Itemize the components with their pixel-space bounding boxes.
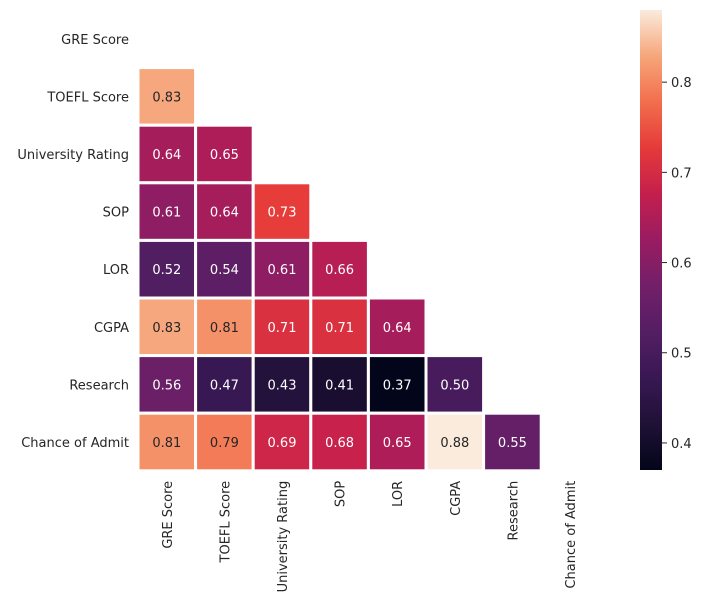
y-axis-labels: GRE Score TOEFL Score University Rating SOP… [17, 33, 129, 451]
colorbar: 0.4 0.5 0.6 0.7 0.8 [640, 10, 692, 470]
heatmap-cell-chance-of-admit-toefl-score [194, 411, 255, 473]
x-tick-label-gre-score: GRE Score [161, 481, 176, 549]
heatmap-cell-research-toefl-score [194, 354, 255, 415]
x-axis-labels: GRE Score TOEFL Score University Rating SOP… [161, 481, 579, 593]
heatmap-cell-sop-university-rating [251, 181, 313, 242]
cell-value-label: 0.83 [152, 90, 181, 105]
cell-value-label: 0.43 [268, 378, 297, 393]
cell-value-label: 0.52 [152, 263, 181, 278]
cell-value-label: 0.66 [325, 263, 354, 278]
y-tick-label-research: Research [69, 378, 129, 393]
y-tick-label-cgpa: CGPA [94, 321, 129, 336]
heatmap-cell-chance-of-admit-cgpa [424, 411, 486, 473]
cell-value-label: 0.55 [498, 436, 527, 451]
colorbar-tick-label: 0.5 [671, 347, 692, 362]
heatmap-cell-research-lor [366, 354, 428, 415]
heatmap-cell-research-gre-score [136, 354, 198, 415]
cell-value-label: 0.41 [325, 378, 354, 393]
cell-value-label: 0.69 [268, 436, 297, 451]
cell-value-label: 0.88 [440, 436, 469, 451]
x-tick-label-university-rating: University Rating [276, 481, 291, 593]
y-tick-label-lor: LOR [103, 263, 129, 278]
heatmap-cell-chance-of-admit-sop [309, 411, 370, 473]
cell-value-label: 0.50 [440, 378, 469, 393]
cell-value-label: 0.81 [210, 321, 239, 336]
y-tick-label-university-rating: University Rating [17, 148, 129, 163]
x-tick-label-cgpa: CGPA [449, 481, 464, 516]
heatmap-cell-lor-toefl-score [194, 238, 255, 300]
cell-value-label: 0.56 [152, 378, 181, 393]
y-tick-label-gre-score: GRE Score [61, 33, 129, 48]
y-tick-label-sop: SOP [103, 206, 129, 221]
x-tick-label-research: Research [506, 481, 521, 541]
cell-value-label: 0.81 [152, 436, 181, 451]
x-tick-label-toefl-score: TOEFL Score [218, 481, 233, 564]
x-tick-label-sop: SOP [334, 481, 349, 507]
cell-value-label: 0.47 [210, 378, 239, 393]
x-tick-label-lor: LOR [391, 481, 406, 507]
heatmap-cells: 0.83 0.64 0.65 0.61 0.64 0.73 0.52 0.54 0.61 0.66… [136, 66, 543, 473]
cell-value-label: 0.73 [268, 206, 297, 221]
cell-value-label: 0.79 [210, 436, 239, 451]
heatmap-cell-research-sop [309, 354, 370, 415]
cell-value-label: 0.54 [210, 263, 239, 278]
colorbar-tick-label: 0.4 [671, 437, 692, 452]
cell-value-label: 0.71 [325, 321, 354, 336]
cell-value-label: 0.65 [383, 436, 412, 451]
colorbar-tick-label: 0.6 [671, 257, 692, 272]
y-tick-label-toefl-score: TOEFL Score [46, 90, 129, 105]
colorbar-gradient [640, 10, 662, 470]
heatmap-cell-chance-of-admit-research [482, 411, 543, 473]
colorbar-tick-label: 0.7 [671, 166, 692, 181]
cell-value-label: 0.64 [152, 148, 181, 163]
cell-value-label: 0.61 [268, 263, 297, 278]
cell-value-label: 0.71 [268, 321, 297, 336]
cell-value-label: 0.64 [210, 206, 239, 221]
cell-value-label: 0.64 [383, 321, 412, 336]
heatmap-cell-lor-sop [309, 238, 370, 300]
cell-value-label: 0.83 [152, 321, 181, 336]
cell-value-label: 0.37 [383, 378, 412, 393]
cell-value-label: 0.68 [325, 436, 354, 451]
y-tick-label-chance-of-admit: Chance of Admit [21, 436, 129, 451]
cell-value-label: 0.61 [152, 206, 181, 221]
colorbar-tick-label: 0.8 [671, 76, 692, 91]
x-tick-label-chance-of-admit: Chance of Admit [564, 481, 579, 589]
cell-value-label: 0.65 [210, 148, 239, 163]
